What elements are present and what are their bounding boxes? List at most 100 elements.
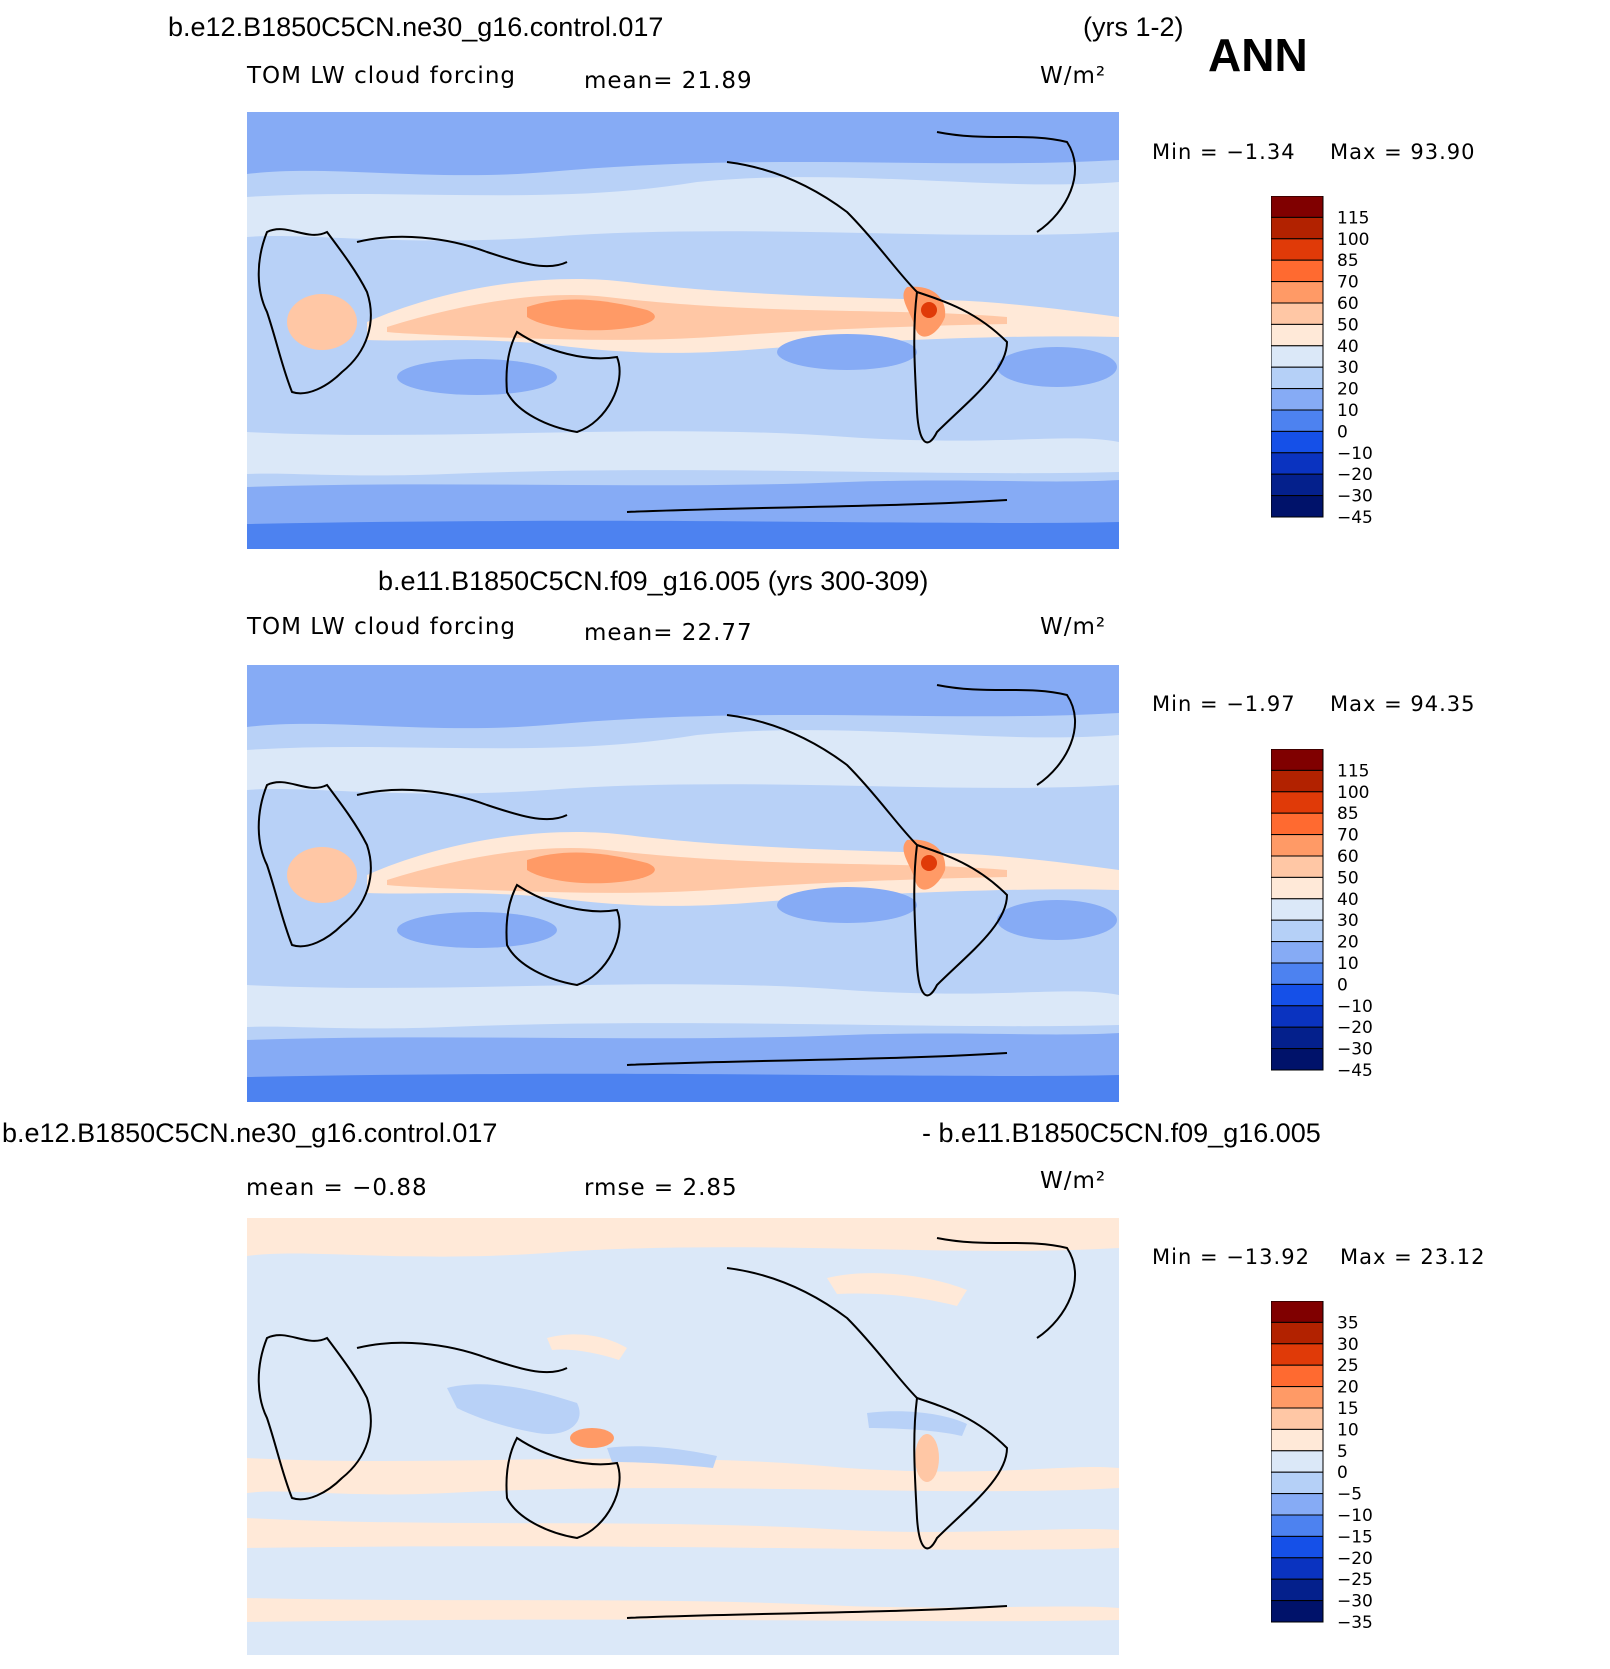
colorbar-tick-label: −5	[1337, 1485, 1362, 1505]
colorbar-box	[1270, 791, 1324, 814]
colorbar-box	[1270, 834, 1324, 857]
colorbar-tick-label: 85	[1337, 804, 1359, 824]
panel3-rmse: rmse = 2.85	[584, 1175, 738, 1201]
panel2-title: b.e11.B1850C5CN.f09_g16.005 (yrs 300-309…	[378, 566, 929, 596]
colorbar-box	[1270, 366, 1324, 390]
colorbar-box	[1270, 323, 1324, 347]
colorbar-box	[1270, 1048, 1324, 1071]
colorbar-box	[1270, 1428, 1324, 1452]
panel1-mean: mean= 21.89	[584, 68, 753, 94]
colorbar-tick-label: 25	[1337, 1356, 1359, 1376]
colorbar-tick-label: −15	[1337, 1527, 1373, 1547]
panel2-variable: TOM LW cloud forcing	[247, 614, 516, 640]
colorbar-box	[1270, 1578, 1324, 1602]
colorbar-box	[1270, 281, 1324, 304]
colorbar-tick-label: −45	[1337, 1061, 1373, 1081]
colorbar-box	[1270, 1026, 1324, 1050]
colorbar-box	[1270, 1005, 1324, 1028]
colorbar-tick-label: 85	[1337, 251, 1359, 271]
colorbar-tick-label: −30	[1337, 487, 1373, 507]
colorbar-tick-label: 60	[1337, 847, 1359, 867]
colorbar-box	[1270, 876, 1324, 900]
colorbar-box	[1270, 1407, 1324, 1430]
colorbar-tick-label: 100	[1337, 230, 1369, 250]
panel3-map-svg	[247, 1218, 1119, 1655]
colorbar-tick-label: −30	[1337, 1040, 1373, 1060]
colorbar-box	[1270, 430, 1324, 454]
colorbar-tick-label: 15	[1337, 1399, 1359, 1419]
panel1-map-svg	[247, 112, 1119, 549]
colorbar-box	[1270, 216, 1324, 240]
colorbar-box	[1270, 1600, 1324, 1623]
panel2-map	[247, 665, 1119, 1102]
panel3-min: Min = −13.92	[1152, 1245, 1310, 1269]
season-label: ANN	[1208, 29, 1308, 81]
panel3-mean: mean = −0.88	[246, 1175, 428, 1201]
colorbar-tick-label: −25	[1337, 1570, 1373, 1590]
colorbar-tick-label: −20	[1337, 465, 1373, 485]
colorbar-tick-label: 5	[1337, 1442, 1348, 1462]
panel2-max: Max = 94.35	[1330, 692, 1476, 716]
panel1-title: b.e12.B1850C5CN.ne30_g16.control.017	[168, 12, 664, 42]
panel3-colorbar: 35 30 25 20 15 10 5 0 −5 −10 −15 −20 −25 −30 −35	[1270, 1300, 1381, 1654]
colorbar-tick-label: 35	[1337, 1313, 1359, 1333]
panel1-map	[247, 112, 1119, 549]
colorbar-tick-label: 10	[1337, 954, 1359, 974]
colorbar-box	[1270, 898, 1324, 921]
panel3-map	[247, 1218, 1119, 1655]
panel2-map-svg	[247, 665, 1119, 1102]
colorbar-box	[1270, 345, 1324, 368]
colorbar-tick-label: −20	[1337, 1018, 1373, 1038]
colorbar-tick-label: 60	[1337, 294, 1359, 314]
colorbar-box	[1270, 495, 1324, 518]
colorbar-tick-label: 115	[1337, 761, 1369, 781]
colorbar-tick-label: 20	[1337, 1378, 1359, 1398]
colorbar-tick-label: −10	[1337, 997, 1373, 1017]
panel1-variable: TOM LW cloud forcing	[247, 63, 516, 89]
colorbar-box	[1270, 195, 1324, 218]
colorbar-tick-label: 40	[1337, 337, 1359, 357]
colorbar-box	[1270, 473, 1324, 497]
colorbar-tick-label: 40	[1337, 890, 1359, 910]
colorbar-tick-label: 115	[1337, 208, 1369, 228]
colorbar-tick-label: 30	[1337, 358, 1359, 378]
panel3-units: W/m²	[1040, 1168, 1107, 1194]
panel1-units: W/m²	[1040, 63, 1107, 89]
colorbar-box	[1270, 1450, 1324, 1473]
colorbar-box	[1270, 769, 1324, 793]
colorbar-tick-label: 30	[1337, 1335, 1359, 1355]
colorbar-box	[1270, 1364, 1324, 1388]
colorbar-box	[1270, 962, 1324, 985]
panel1-min: Min = −1.34	[1152, 140, 1296, 164]
colorbar-box	[1270, 812, 1324, 836]
panel2-colorbar: 115 100 85 70 60 50 40 30 20 10 0 −10 −20 −30 −45	[1270, 748, 1381, 1102]
colorbar-tick-label: 10	[1337, 401, 1359, 421]
colorbar-tick-label: 70	[1337, 273, 1359, 293]
colorbar-box	[1270, 452, 1324, 475]
colorbar-tick-label: −30	[1337, 1592, 1373, 1612]
colorbar-box	[1270, 1321, 1324, 1345]
colorbar-tick-label: −10	[1337, 1506, 1373, 1526]
colorbar-box	[1270, 1493, 1324, 1516]
panel2-units: W/m²	[1040, 614, 1107, 640]
panel1-years: (yrs 1-2)	[1083, 12, 1184, 42]
colorbar-box	[1270, 1343, 1324, 1366]
colorbar-box	[1270, 388, 1324, 411]
colorbar-box	[1270, 1535, 1324, 1559]
colorbar-box	[1270, 1557, 1324, 1580]
colorbar-box	[1270, 1300, 1324, 1323]
colorbar-tick-label: −45	[1337, 508, 1373, 528]
colorbar-tick-label: −20	[1337, 1549, 1373, 1569]
colorbar-tick-label: −35	[1337, 1613, 1373, 1633]
colorbar-box	[1270, 259, 1324, 283]
colorbar-box	[1270, 302, 1324, 325]
panel3-title-right: - b.e11.B1850C5CN.f09_g16.005	[922, 1118, 1321, 1148]
colorbar-tick-label: 0	[1337, 975, 1348, 995]
panel1-max: Max = 93.90	[1330, 140, 1476, 164]
colorbar-tick-label: 0	[1337, 422, 1348, 442]
panel3-max: Max = 23.12	[1340, 1245, 1486, 1269]
colorbar-tick-label: −10	[1337, 444, 1373, 464]
colorbar-tick-label: 20	[1337, 933, 1359, 953]
colorbar-box	[1270, 1471, 1324, 1495]
colorbar-tick-label: 50	[1337, 315, 1359, 335]
